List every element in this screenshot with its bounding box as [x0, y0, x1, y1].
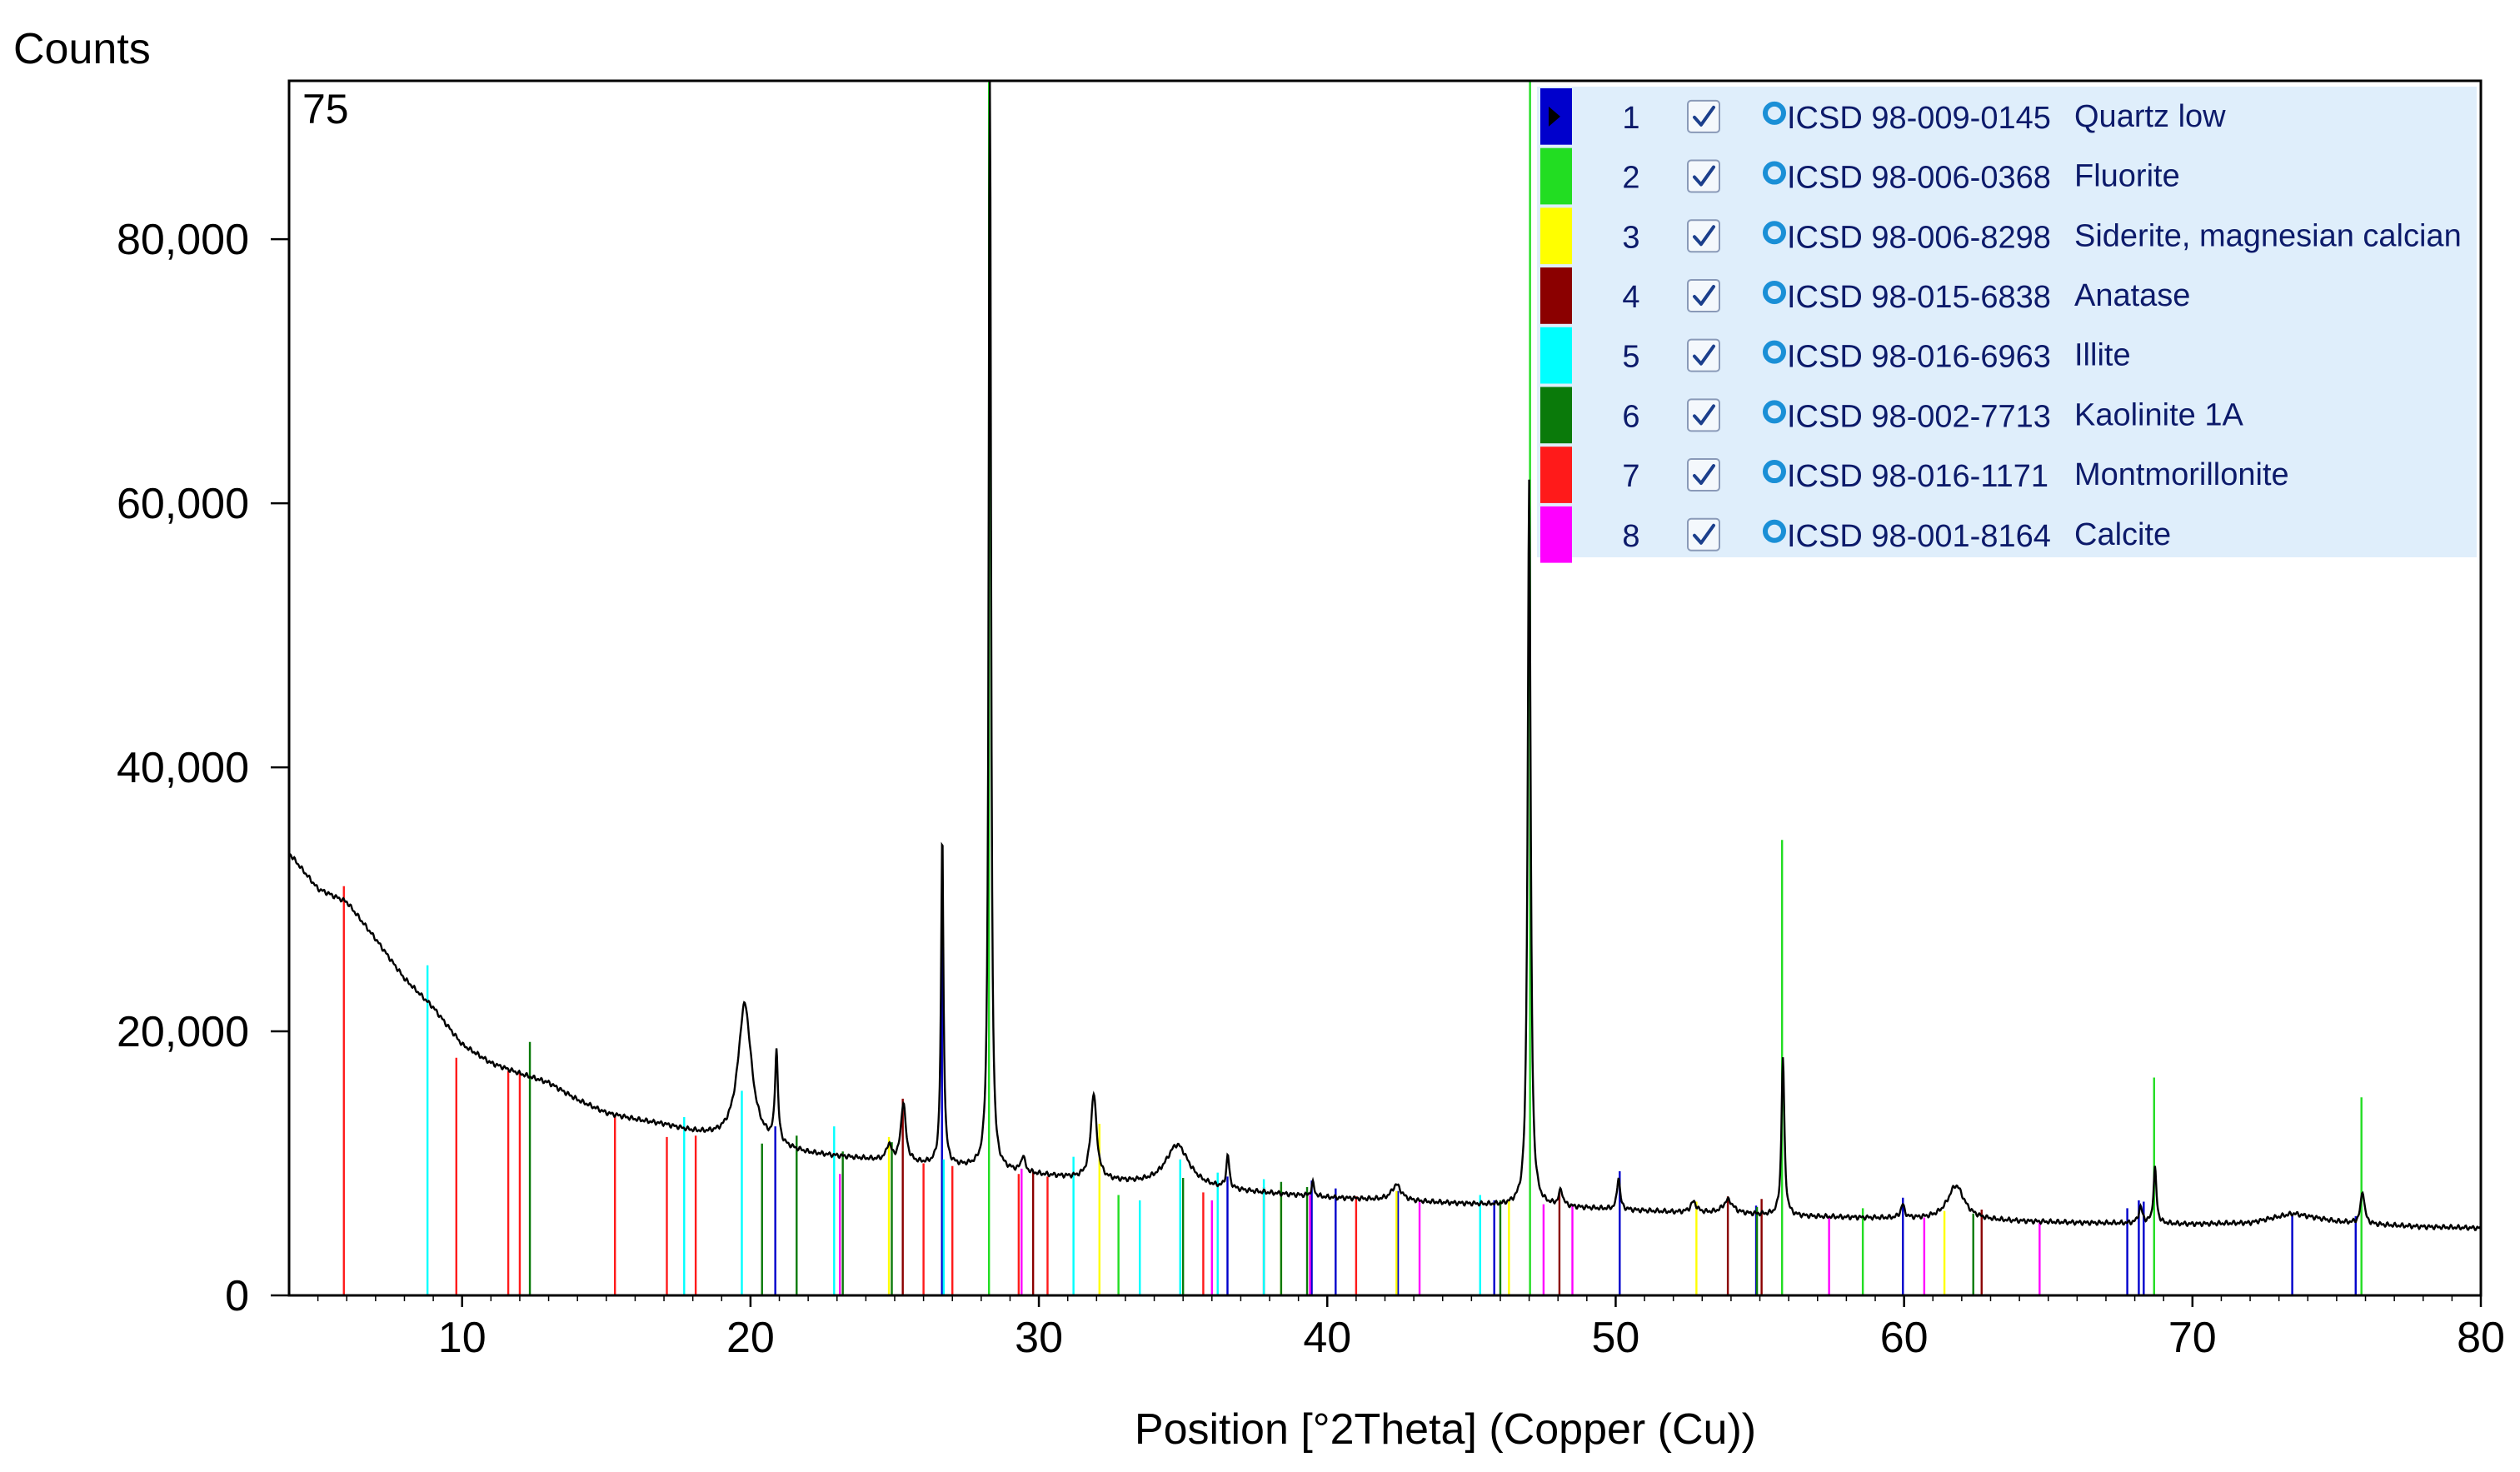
visibility-checkbox[interactable]: [1687, 517, 1720, 551]
visibility-checkbox[interactable]: [1687, 278, 1720, 312]
phase-name: Kaolinite 1A: [2074, 397, 2243, 432]
phase-number: 4: [1622, 280, 1639, 315]
x-tick-label: 10: [438, 1314, 487, 1362]
x-tick-label: 20: [726, 1314, 775, 1362]
phase-name: Calcite: [2074, 517, 2171, 552]
phase-name: Illite: [2074, 338, 2131, 373]
phase-color-swatch: [1540, 147, 1572, 205]
y-tick-label: 60,000: [117, 480, 249, 528]
phase-color-swatch: [1540, 387, 1572, 444]
y-tick-label: 20,000: [117, 1008, 249, 1056]
icsd-reference-code[interactable]: ICSD 98-006-8298: [1787, 220, 2051, 255]
x-tick-label: 40: [1303, 1314, 1351, 1362]
phase-number: 2: [1622, 161, 1639, 196]
checkmark-icon: [1693, 464, 1715, 486]
visibility-checkbox[interactable]: [1687, 338, 1720, 372]
icsd-reference-code[interactable]: ICSD 98-015-6838: [1787, 280, 2051, 315]
database-link-icon[interactable]: [1763, 519, 1786, 543]
reference-lines: [342, 81, 2363, 1295]
visibility-checkbox[interactable]: [1687, 398, 1720, 432]
icsd-reference-code[interactable]: ICSD 98-016-6963: [1787, 340, 2051, 375]
phase-color-swatch: [1540, 506, 1572, 563]
x-tick-label: 80: [2457, 1314, 2505, 1362]
database-link-icon[interactable]: [1763, 101, 1786, 125]
icsd-reference-code[interactable]: ICSD 98-001-8164: [1787, 519, 2051, 554]
phase-name: Siderite, magnesian calcian: [2074, 218, 2462, 253]
y-tick-label: 40,000: [117, 744, 249, 792]
checkmark-icon: [1693, 105, 1715, 127]
checkmark-icon: [1693, 225, 1715, 247]
y-axis-label: Counts: [13, 25, 151, 73]
checkmark-icon: [1693, 284, 1715, 306]
phase-color-swatch: [1540, 207, 1572, 265]
row-selector-icon: [1549, 106, 1560, 127]
database-link-icon[interactable]: [1763, 161, 1786, 185]
legend-row-calcite[interactable]: 8 ICSD 98-001-8164 Calcite: [1540, 506, 2171, 563]
x-axis-label: Position [°2Theta] (Copper (Cu)): [1135, 1405, 1756, 1454]
icsd-reference-code[interactable]: ICSD 98-002-7713: [1787, 399, 2051, 434]
legend-row-kaolinite-1a[interactable]: 6 ICSD 98-002-7713 Kaolinite 1A: [1540, 387, 2243, 444]
phase-number: 6: [1622, 399, 1639, 434]
checkmark-icon: [1693, 523, 1715, 545]
diffraction-pattern-line: [288, 80, 2482, 1231]
phase-color-swatch: [1540, 267, 1572, 324]
phase-name: Quartz low: [2074, 99, 2226, 134]
x-tick-label: 70: [2168, 1314, 2217, 1362]
legend-row-illite[interactable]: 5 ICSD 98-016-6963 Illite: [1540, 327, 2131, 384]
phase-number: 8: [1622, 519, 1639, 554]
phase-number: 5: [1622, 340, 1639, 375]
phase-number: 1: [1622, 101, 1639, 136]
phase-name: Anatase: [2074, 278, 2190, 313]
visibility-checkbox[interactable]: [1687, 159, 1720, 193]
icsd-reference-code[interactable]: ICSD 98-009-0145: [1787, 101, 2051, 136]
database-link-icon[interactable]: [1763, 340, 1786, 364]
icsd-reference-code[interactable]: ICSD 98-016-1171: [1787, 459, 2048, 494]
x-axis: 10 20 30 40 50 60 70 80: [317, 1295, 2505, 1362]
x-tick-label: 50: [1592, 1314, 1640, 1362]
phase-color-swatch: [1540, 327, 1572, 384]
database-link-icon[interactable]: [1763, 280, 1786, 304]
panel-label: 75: [302, 86, 349, 132]
visibility-checkbox[interactable]: [1687, 458, 1720, 492]
legend-row-siderite-magnesian-calcian[interactable]: 3 ICSD 98-006-8298 Siderite, magnesian cal…: [1540, 207, 2462, 265]
phase-name: Fluorite: [2074, 159, 2180, 194]
legend-row-quartz-low[interactable]: 1 ICSD 98-009-0145 Quartz low: [1540, 88, 2226, 145]
y-axis: 0 20,000 40,000 60,000 80,000: [117, 216, 289, 1320]
database-link-icon[interactable]: [1763, 460, 1786, 484]
x-tick-label: 30: [1015, 1314, 1063, 1362]
database-link-icon[interactable]: [1763, 400, 1786, 424]
legend-row-anatase[interactable]: 4 ICSD 98-015-6838 Anatase: [1540, 267, 2190, 324]
phase-name: Montmorillonite: [2074, 457, 2289, 492]
database-link-icon[interactable]: [1763, 221, 1786, 245]
icsd-reference-code[interactable]: ICSD 98-006-0368: [1787, 161, 2051, 196]
phase-number: 3: [1622, 220, 1639, 255]
visibility-checkbox[interactable]: [1687, 99, 1720, 133]
checkmark-icon: [1693, 165, 1715, 187]
phase-number: 7: [1622, 459, 1639, 494]
legend-row-montmorillonite[interactable]: 7 ICSD 98-016-1171 Montmorillonite: [1540, 447, 2289, 503]
checkmark-icon: [1693, 344, 1715, 366]
x-tick-label: 60: [1880, 1314, 1929, 1362]
legend-row-fluorite[interactable]: 2 ICSD 98-006-0368 Fluorite: [1540, 147, 2180, 205]
y-tick-label: 0: [225, 1272, 249, 1320]
y-tick-label: 80,000: [117, 216, 249, 264]
phase-color-swatch: [1540, 447, 1572, 503]
visibility-checkbox[interactable]: [1687, 219, 1720, 253]
phase-legend: 1 ICSD 98-009-0145 Quartz low 2 ICSD 98-006-…: [1537, 87, 2477, 563]
checkmark-icon: [1693, 404, 1715, 426]
